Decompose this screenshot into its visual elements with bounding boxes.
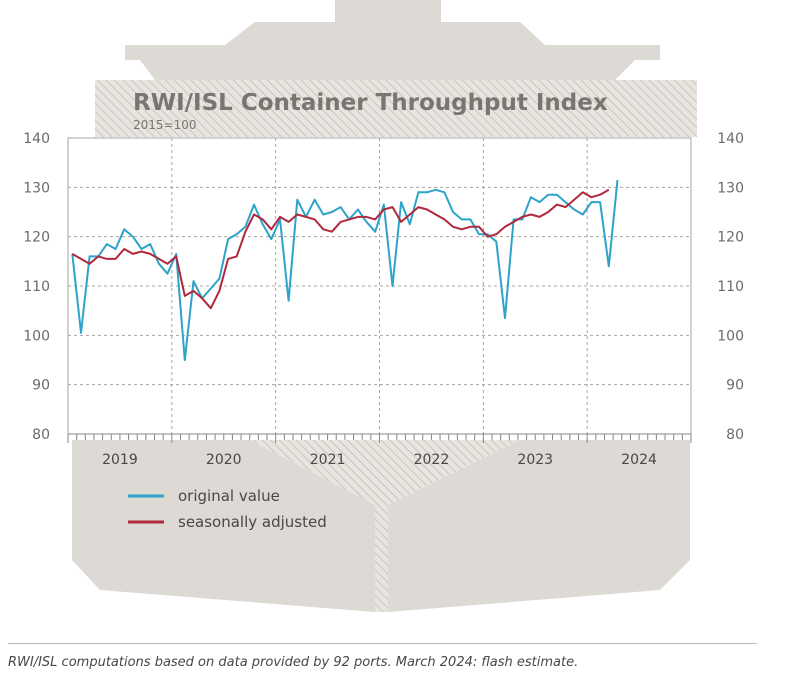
series-layer (71, 179, 619, 361)
legend-label-adjusted: seasonally adjusted (178, 513, 327, 531)
x-year-label: 2024 (621, 452, 657, 468)
axis-ticks (67, 433, 692, 443)
y-tick-label-left: 100 (23, 328, 50, 344)
y-tick-label-left: 120 (23, 230, 50, 246)
x-year-label: 2021 (310, 452, 346, 468)
x-year-label: 2022 (414, 452, 450, 468)
chart-subtitle: 2015=100 (133, 118, 197, 132)
ship-silhouette (72, 0, 697, 612)
series-line-adjusted (71, 188, 610, 310)
x-year-label: 2023 (517, 452, 553, 468)
y-tick-label-right: 110 (717, 279, 744, 295)
y-tick-label-right: 100 (717, 328, 744, 344)
hull-bow-hatch (250, 440, 520, 505)
y-tick-label-left: 130 (23, 180, 50, 196)
y-tick-label-left: 80 (32, 427, 50, 443)
footer-note: RWI/ISL computations based on data provi… (8, 655, 579, 670)
y-tick-label-right: 130 (717, 180, 744, 196)
y-tick-label-right: 90 (726, 378, 744, 394)
legend-label-original: original value (178, 487, 280, 505)
ship-title-band (95, 80, 697, 137)
y-tick-label-left: 90 (32, 378, 50, 394)
hull-keel-hatch (375, 505, 388, 612)
chart-title: RWI/ISL Container Throughput Index (133, 90, 608, 116)
y-tick-label-right: 140 (717, 131, 744, 147)
ship-funnel (335, 0, 441, 22)
y-tick-label-left: 140 (23, 131, 50, 147)
tick-labels: 80 80 90 90 100 100 110 110 120 120 130 130 140 140 20… (23, 131, 744, 468)
y-tick-label-left: 110 (23, 279, 50, 295)
hull-right (388, 440, 690, 612)
ship-bridge (125, 22, 660, 80)
y-tick-label-right: 120 (717, 230, 744, 246)
x-year-label: 2020 (206, 452, 242, 468)
legend: original value seasonally adjusted (128, 487, 327, 531)
x-year-label: 2019 (102, 452, 138, 468)
y-tick-label-right: 80 (726, 427, 744, 443)
footer-divider (8, 643, 757, 644)
hull-left (72, 440, 375, 612)
gridlines (68, 138, 691, 434)
series-line-original (71, 179, 619, 361)
